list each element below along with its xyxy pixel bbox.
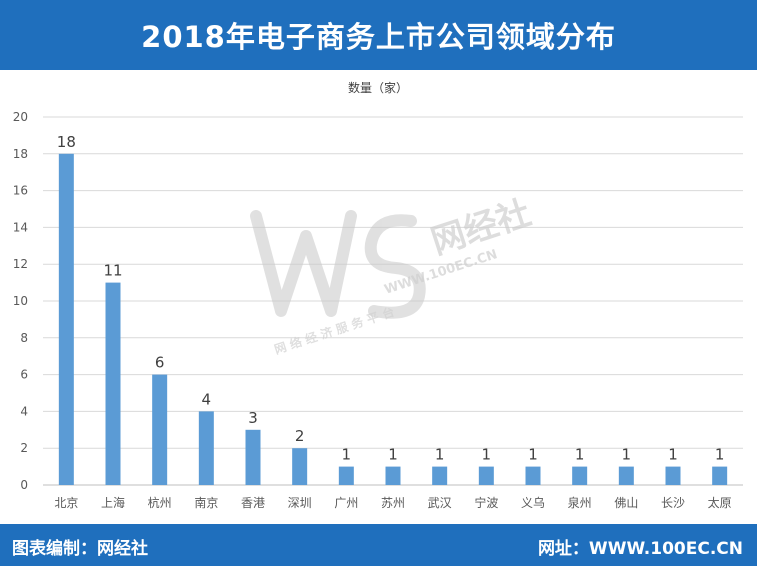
x-tick-label: 佛山 (614, 496, 638, 510)
footer-credit: 图表编制：网经社 (12, 539, 148, 559)
y-tick-label: 4 (20, 404, 28, 418)
x-tick-label: 杭州 (148, 495, 172, 510)
data-label: 1 (668, 446, 678, 464)
data-label: 1 (715, 446, 725, 464)
y-tick-label: 14 (13, 220, 28, 234)
x-axis-ticks: 北京 上海 杭州 南京 香港 深圳 广州 苏州 武汉 宁波 义乌 泉州 佛山 长沙 太原 (54, 495, 731, 510)
y-tick-label: 8 (20, 331, 28, 345)
x-tick-label: 泉州 (568, 496, 592, 510)
bar-1 (105, 282, 121, 485)
data-label: 1 (575, 446, 585, 464)
x-tick-label: 太原 (708, 495, 732, 510)
bar-13 (665, 466, 681, 485)
data-label: 1 (482, 446, 492, 464)
x-tick-label: 深圳 (288, 496, 312, 510)
bar-6 (338, 466, 354, 485)
y-axis-label: 数量（家） (348, 80, 408, 95)
x-tick-label: 南京 (194, 495, 218, 510)
data-label: 1 (342, 446, 352, 464)
bar-12 (618, 466, 634, 485)
x-tick-label: 苏州 (381, 496, 405, 510)
y-tick-label: 12 (13, 257, 28, 271)
y-tick-label: 16 (13, 184, 28, 198)
bar-5 (292, 448, 308, 485)
x-tick-label: 北京 (54, 496, 78, 510)
data-label: 6 (155, 354, 165, 372)
bar-14 (712, 466, 728, 485)
x-tick-label: 义乌 (521, 495, 545, 510)
y-tick-label: 10 (13, 294, 28, 308)
data-label: 1 (388, 446, 398, 464)
y-tick-label: 20 (13, 110, 28, 124)
bar-2 (152, 374, 168, 485)
bar-10 (525, 466, 541, 485)
bar-7 (385, 466, 401, 485)
x-tick-label: 长沙 (661, 496, 685, 510)
footer-bar: 图表编制：网经社 网址：WWW.100EC.CN (0, 524, 757, 566)
y-tick-label: 18 (13, 147, 28, 161)
data-label: 1 (528, 446, 538, 464)
x-tick-label: 上海 (101, 495, 125, 510)
data-label: 1 (622, 446, 632, 464)
title-bar: 2018年电子商务上市公司领域分布 (0, 0, 757, 70)
bar-4 (245, 429, 261, 485)
y-tick-label: 2 (20, 441, 28, 455)
y-tick-label: 6 (20, 368, 28, 382)
gridlines (43, 116, 743, 486)
x-tick-label: 宁波 (474, 495, 498, 510)
chart-title: 2018年电子商务上市公司领域分布 (141, 20, 616, 54)
data-label: 18 (57, 133, 76, 151)
data-label: 2 (295, 427, 305, 445)
y-tick-label: 0 (20, 478, 28, 492)
footer-website: 网址：WWW.100EC.CN (537, 539, 743, 559)
data-label: 11 (103, 262, 122, 280)
bars (58, 153, 728, 486)
bar-11 (572, 466, 588, 485)
data-label: 4 (202, 390, 212, 408)
bar-9 (478, 466, 494, 485)
x-tick-label: 广州 (334, 496, 358, 510)
data-label: 3 (248, 409, 258, 427)
bar-3 (198, 411, 214, 485)
bar-8 (432, 466, 448, 485)
x-tick-label: 香港 (241, 496, 265, 510)
x-tick-label: 武汉 (428, 496, 452, 510)
y-axis-ticks: 0 2 4 6 8 10 12 14 16 18 20 (13, 110, 28, 492)
bar-0 (58, 153, 74, 486)
data-label: 1 (435, 446, 445, 464)
